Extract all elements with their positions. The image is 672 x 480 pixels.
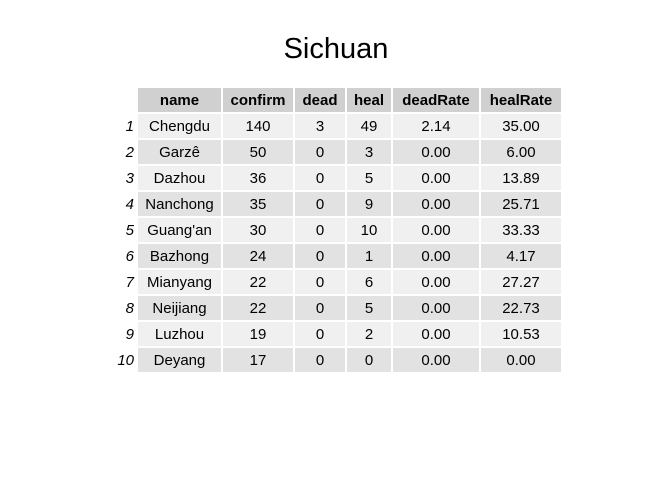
cell-deadrate: 2.14: [393, 114, 479, 138]
cell-heal: 5: [347, 296, 391, 320]
cell-dead: 0: [295, 270, 345, 294]
row-index: 4: [125, 195, 134, 213]
row-index: 1: [125, 117, 134, 135]
cell-dead: 0: [295, 140, 345, 164]
table-row: 5 Guang'an 30 0 10 0.00 33.33: [114, 218, 561, 242]
cell-dead: 0: [295, 348, 345, 372]
row-index: 8: [125, 299, 134, 317]
cell-heal: 1: [347, 244, 391, 268]
cell-confirm: 30: [223, 218, 293, 242]
table-row: 3 Dazhou 36 0 5 0.00 13.89: [114, 166, 561, 190]
cell-dead: 0: [295, 296, 345, 320]
cell-deadrate: 0.00: [393, 244, 479, 268]
cell-healrate: 0.00: [481, 348, 561, 372]
chart-title: Sichuan: [283, 33, 389, 65]
cell-confirm: 17: [223, 348, 293, 372]
cell-deadrate: 0.00: [393, 166, 479, 190]
cell-deadrate: 0.00: [393, 348, 479, 372]
table-row: 10 Deyang 17 0 0 0.00 0.00: [114, 348, 561, 372]
header-healrate: healRate: [481, 88, 561, 112]
cell-heal: 49: [347, 114, 391, 138]
cell-confirm: 35: [223, 192, 293, 216]
table-row: 9 Luzhou 19 0 2 0.00 10.53: [114, 322, 561, 346]
cell-healrate: 33.33: [481, 218, 561, 242]
table-body: 1 Chengdu 140 3 49 2.14 35.00 2 Garzê 50 0 3 0.00 6.0…: [114, 114, 561, 372]
cell-heal: 2: [347, 322, 391, 346]
table-row: 6 Bazhong 24 0 1 0.00 4.17: [114, 244, 561, 268]
cell-deadrate: 0.00: [393, 140, 479, 164]
cell-healrate: 6.00: [481, 140, 561, 164]
corner-cell: [114, 88, 136, 112]
cell-healrate: 25.71: [481, 192, 561, 216]
cell-name: Garzê: [138, 140, 221, 164]
data-table: name confirm dead heal deadRate healRate…: [112, 86, 563, 374]
cell-confirm: 22: [223, 296, 293, 320]
cell-name: Deyang: [138, 348, 221, 372]
header-name: name: [138, 88, 221, 112]
row-index: 7: [125, 273, 134, 291]
cell-confirm: 19: [223, 322, 293, 346]
row-index: 6: [125, 247, 134, 265]
cell-dead: 0: [295, 192, 345, 216]
cell-healrate: 35.00: [481, 114, 561, 138]
cell-dead: 0: [295, 166, 345, 190]
cell-name: Nanchong: [138, 192, 221, 216]
row-index: 9: [125, 325, 134, 343]
cell-deadrate: 0.00: [393, 218, 479, 242]
table-row: 1 Chengdu 140 3 49 2.14 35.00: [114, 114, 561, 138]
cell-heal: 3: [347, 140, 391, 164]
cell-confirm: 24: [223, 244, 293, 268]
cell-confirm: 36: [223, 166, 293, 190]
cell-heal: 5: [347, 166, 391, 190]
cell-name: Guang'an: [138, 218, 221, 242]
header-deadrate: deadRate: [393, 88, 479, 112]
cell-name: Luzhou: [138, 322, 221, 346]
cell-heal: 0: [347, 348, 391, 372]
cell-healrate: 4.17: [481, 244, 561, 268]
header-heal: heal: [347, 88, 391, 112]
cell-dead: 0: [295, 322, 345, 346]
header-dead: dead: [295, 88, 345, 112]
header-confirm: confirm: [223, 88, 293, 112]
cell-confirm: 50: [223, 140, 293, 164]
cell-healrate: 27.27: [481, 270, 561, 294]
row-index: 10: [117, 351, 134, 369]
cell-heal: 9: [347, 192, 391, 216]
cell-deadrate: 0.00: [393, 322, 479, 346]
cell-name: Bazhong: [138, 244, 221, 268]
row-index: 3: [125, 169, 134, 187]
cell-deadrate: 0.00: [393, 192, 479, 216]
table-row: 7 Mianyang 22 0 6 0.00 27.27: [114, 270, 561, 294]
cell-healrate: 10.53: [481, 322, 561, 346]
row-index: 5: [125, 221, 134, 239]
cell-name: Neijiang: [138, 296, 221, 320]
cell-name: Mianyang: [138, 270, 221, 294]
cell-healrate: 22.73: [481, 296, 561, 320]
cell-heal: 10: [347, 218, 391, 242]
table-row: 2 Garzê 50 0 3 0.00 6.00: [114, 140, 561, 164]
header-row: name confirm dead heal deadRate healRate: [114, 88, 561, 112]
cell-dead: 0: [295, 244, 345, 268]
cell-confirm: 22: [223, 270, 293, 294]
cell-deadrate: 0.00: [393, 270, 479, 294]
cell-name: Chengdu: [138, 114, 221, 138]
cell-dead: 0: [295, 218, 345, 242]
cell-deadrate: 0.00: [393, 296, 479, 320]
table-row: 8 Neijiang 22 0 5 0.00 22.73: [114, 296, 561, 320]
row-index: 2: [125, 143, 134, 161]
cell-heal: 6: [347, 270, 391, 294]
cell-name: Dazhou: [138, 166, 221, 190]
table-row: 4 Nanchong 35 0 9 0.00 25.71: [114, 192, 561, 216]
cell-confirm: 140: [223, 114, 293, 138]
cell-healrate: 13.89: [481, 166, 561, 190]
cell-dead: 3: [295, 114, 345, 138]
